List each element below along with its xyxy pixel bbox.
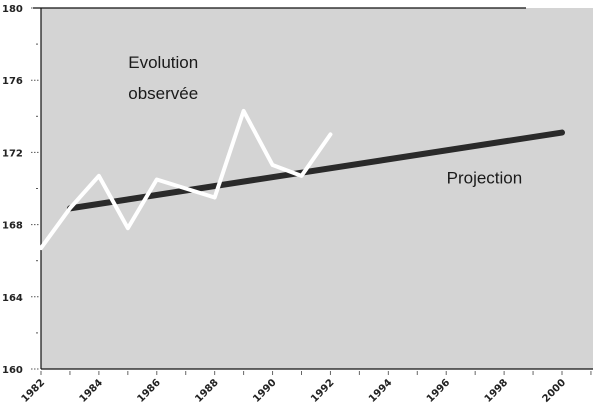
x-tick-label: 1982 <box>20 377 47 404</box>
annotations: Evolution observée Projection <box>128 53 522 188</box>
annotation-label: Evolution <box>128 53 198 72</box>
x-tick-label: 1986 <box>135 377 162 404</box>
annotation-label: observée <box>128 84 198 103</box>
plot-area <box>41 8 593 369</box>
y-tick-label: 176 <box>2 76 23 87</box>
x-axis: 1982 1984 1986 1988 1990 1992 1994 1996 1998 2000 <box>20 371 592 405</box>
x-tick-label: 1998 <box>483 377 510 404</box>
x-tick-label: 1994 <box>367 377 394 404</box>
x-tick-label: 1990 <box>251 377 278 404</box>
x-tick-label: 1984 <box>78 377 105 404</box>
x-tick-label: 1996 <box>425 377 452 404</box>
y-tick-label: 172 <box>2 148 23 159</box>
series-observed-line <box>39 108 333 251</box>
series-projection-line <box>66 129 565 212</box>
y-tick-label: 180 <box>2 4 23 15</box>
y-tick-label: 160 <box>2 365 23 376</box>
x-tick-label: 1988 <box>193 377 220 404</box>
x-tick-label: 2000 <box>541 377 568 404</box>
annotation-label: Projection <box>447 169 523 188</box>
y-tick-label: 168 <box>2 221 23 232</box>
y-axis: 160 164 168 172 176 180 <box>2 4 39 376</box>
x-tick-label: 1992 <box>309 377 336 404</box>
y-tick-label: 164 <box>2 293 23 304</box>
